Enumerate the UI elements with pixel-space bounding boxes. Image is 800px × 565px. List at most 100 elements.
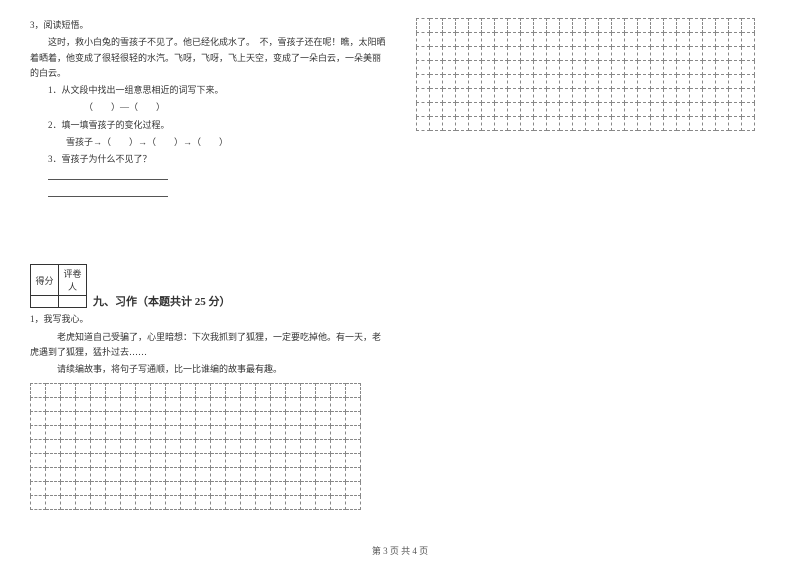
grid-cell xyxy=(211,440,226,454)
grid-cell xyxy=(256,398,271,412)
grid-cell xyxy=(301,454,316,468)
score-cell-1 xyxy=(31,296,59,308)
section9-prompt1: 老虎知道自己受骗了，心里暗想：下次我抓到了狐狸，一定要吃掉他。有一天，老虎遇到了… xyxy=(30,330,388,361)
grid-cell xyxy=(456,61,469,75)
grid-cell xyxy=(106,412,121,426)
grid-cell xyxy=(573,19,586,33)
grid-cell xyxy=(456,117,469,131)
grid-cell xyxy=(61,440,76,454)
grid-cell xyxy=(560,61,573,75)
grid-cell xyxy=(316,384,331,398)
grid-cell xyxy=(573,47,586,61)
grid-cell xyxy=(31,440,46,454)
grid-cell xyxy=(91,384,106,398)
grid-cell xyxy=(625,47,638,61)
score-table: 得分 评卷人 xyxy=(30,264,87,308)
grid-cell xyxy=(599,117,612,131)
grid-cell xyxy=(482,33,495,47)
grid-cell xyxy=(430,103,443,117)
grid-cell xyxy=(226,496,241,510)
grid-cell xyxy=(482,75,495,89)
grid-cell xyxy=(181,398,196,412)
grid-cell xyxy=(469,89,482,103)
grid-cell xyxy=(651,103,664,117)
grid-cell xyxy=(417,33,430,47)
grid-cell xyxy=(742,103,755,117)
grid-cell xyxy=(46,482,61,496)
grid-cell xyxy=(690,19,703,33)
grid-cell xyxy=(211,412,226,426)
grid-cell xyxy=(316,468,331,482)
grid-cell xyxy=(271,454,286,468)
grid-cell xyxy=(271,426,286,440)
grid-cell xyxy=(742,19,755,33)
grid-cell xyxy=(346,482,361,496)
grid-cell xyxy=(495,61,508,75)
grid-cell xyxy=(211,454,226,468)
grid-cell xyxy=(76,398,91,412)
grid-cell xyxy=(716,33,729,47)
grid-cell xyxy=(271,412,286,426)
grid-cell xyxy=(46,454,61,468)
grid-cell xyxy=(664,33,677,47)
grid-cell xyxy=(495,33,508,47)
grid-cell xyxy=(469,61,482,75)
grid-cell xyxy=(716,47,729,61)
grid-cell xyxy=(547,19,560,33)
grid-cell xyxy=(241,440,256,454)
grid-cell xyxy=(716,117,729,131)
grid-cell xyxy=(690,89,703,103)
grid-cell xyxy=(690,33,703,47)
grid-cell xyxy=(547,89,560,103)
grid-cell xyxy=(106,426,121,440)
grid-cell xyxy=(256,454,271,468)
grid-cell xyxy=(495,19,508,33)
grid-cell xyxy=(495,117,508,131)
grid-cell xyxy=(430,89,443,103)
grid-cell xyxy=(508,75,521,89)
grid-cell xyxy=(443,61,456,75)
grid-cell xyxy=(547,47,560,61)
grid-cell xyxy=(211,482,226,496)
grid-cell xyxy=(346,426,361,440)
grid-cell xyxy=(703,117,716,131)
grid-cell xyxy=(716,103,729,117)
grid-cell xyxy=(469,33,482,47)
grid-cell xyxy=(226,384,241,398)
grid-cell xyxy=(46,412,61,426)
grid-cell xyxy=(31,496,46,510)
grid-cell xyxy=(241,454,256,468)
grid-cell xyxy=(677,61,690,75)
grid-cell xyxy=(136,398,151,412)
grid-cell xyxy=(430,47,443,61)
grid-cell xyxy=(521,103,534,117)
grid-cell xyxy=(612,19,625,33)
grid-cell xyxy=(121,412,136,426)
grid-cell xyxy=(560,103,573,117)
writing-grid-right-wrap xyxy=(416,18,770,131)
grid-cell xyxy=(121,496,136,510)
grid-cell xyxy=(136,496,151,510)
grid-cell xyxy=(586,75,599,89)
grid-cell xyxy=(534,47,547,61)
grid-cell xyxy=(136,468,151,482)
grid-cell xyxy=(91,468,106,482)
grid-cell xyxy=(271,482,286,496)
grid-cell xyxy=(612,61,625,75)
grid-cell xyxy=(742,47,755,61)
grid-cell xyxy=(638,89,651,103)
grid-cell xyxy=(677,103,690,117)
grid-cell xyxy=(482,89,495,103)
grid-cell xyxy=(443,33,456,47)
section9-item: 1，我写我心。 xyxy=(30,312,388,327)
grid-cell xyxy=(121,454,136,468)
grid-cell xyxy=(547,61,560,75)
grid-cell xyxy=(586,89,599,103)
grid-cell xyxy=(443,19,456,33)
grid-cell xyxy=(469,19,482,33)
grid-cell xyxy=(181,468,196,482)
grid-cell xyxy=(651,117,664,131)
grid-cell xyxy=(286,440,301,454)
grid-cell xyxy=(196,454,211,468)
grid-cell xyxy=(226,482,241,496)
